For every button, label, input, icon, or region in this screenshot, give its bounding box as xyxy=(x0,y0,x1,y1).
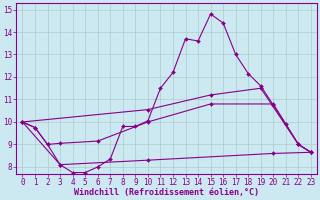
X-axis label: Windchill (Refroidissement éolien,°C): Windchill (Refroidissement éolien,°C) xyxy=(74,188,259,197)
